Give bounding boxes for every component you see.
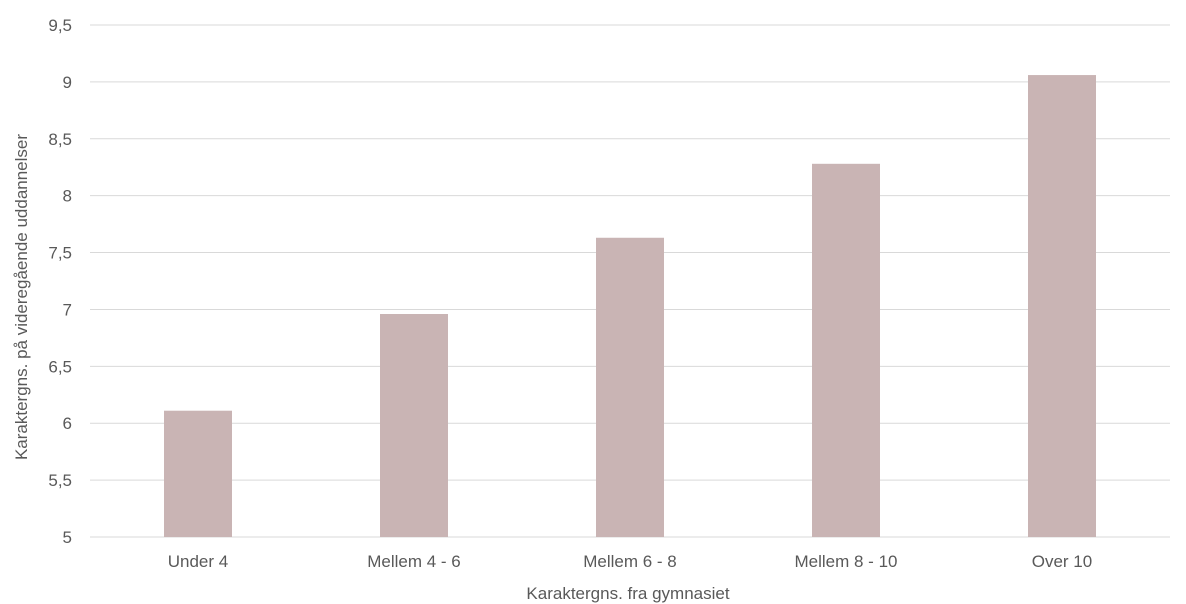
bars (164, 75, 1096, 537)
x-tick-label: Mellem 8 - 10 (795, 552, 898, 571)
y-tick-label: 5 (63, 528, 72, 547)
y-tick-label: 6,5 (48, 357, 72, 376)
x-tick-label: Under 4 (168, 552, 228, 571)
y-tick-label: 5,5 (48, 471, 72, 490)
y-tick-label: 8 (63, 187, 72, 206)
x-axis-title: Karaktergns. fra gymnasiet (526, 584, 729, 603)
y-tick-label: 8,5 (48, 130, 72, 149)
y-tick-label: 6 (63, 414, 72, 433)
bar (164, 410, 232, 537)
x-tick-label: Over 10 (1032, 552, 1092, 571)
x-tick-label: Mellem 4 - 6 (367, 552, 461, 571)
y-axis-title: Karaktergns. på videregående uddannelser (12, 134, 31, 460)
y-tick-label: 7 (63, 300, 72, 319)
bar (1028, 75, 1096, 537)
bar (380, 313, 448, 537)
y-tick-label: 9 (63, 73, 72, 92)
x-tick-label: Mellem 6 - 8 (583, 552, 677, 571)
x-axis-tick-labels: Under 4 Mellem 4 - 6 Mellem 6 - 8 Mellem 8 … (168, 552, 1092, 571)
y-tick-label: 7,5 (48, 244, 72, 263)
y-tick-label: 9,5 (48, 16, 72, 35)
bar (596, 237, 664, 537)
y-axis-tick-labels: 5 5,5 6 6,5 7 7,5 8 8,5 9 9,5 (48, 16, 72, 547)
bar (812, 163, 880, 537)
